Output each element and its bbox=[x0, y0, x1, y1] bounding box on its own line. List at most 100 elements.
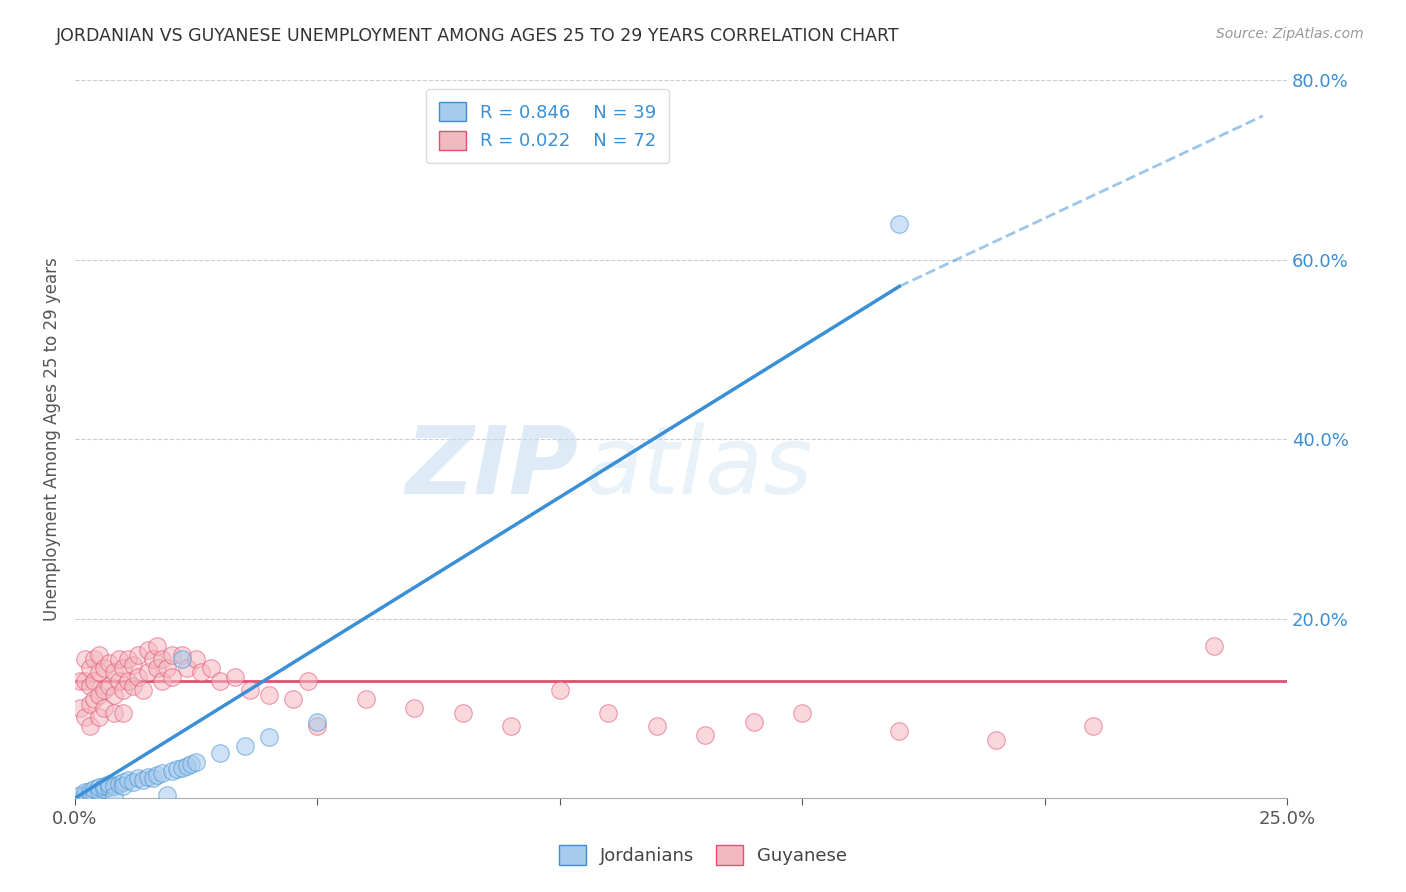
Point bbox=[142, 772, 165, 786]
Point bbox=[93, 779, 115, 793]
Point bbox=[233, 739, 256, 753]
Y-axis label: Unemployment Among Ages 25 to 29 years: Unemployment Among Ages 25 to 29 years bbox=[44, 257, 60, 621]
Point bbox=[97, 780, 120, 795]
Point bbox=[93, 661, 115, 675]
Point bbox=[79, 787, 101, 801]
Point bbox=[645, 719, 668, 733]
Point bbox=[89, 780, 111, 795]
Point bbox=[146, 768, 169, 782]
Point bbox=[122, 679, 145, 693]
Point bbox=[451, 706, 474, 720]
Point bbox=[257, 688, 280, 702]
Point bbox=[176, 759, 198, 773]
Point bbox=[89, 665, 111, 680]
Point bbox=[73, 710, 96, 724]
Point bbox=[1081, 719, 1104, 733]
Point bbox=[112, 683, 135, 698]
Point bbox=[103, 789, 125, 804]
Point bbox=[103, 688, 125, 702]
Point bbox=[69, 674, 91, 689]
Point bbox=[83, 782, 105, 797]
Point bbox=[79, 661, 101, 675]
Point bbox=[83, 786, 105, 800]
Point bbox=[103, 665, 125, 680]
Point bbox=[107, 674, 129, 689]
Point bbox=[117, 773, 139, 788]
Point bbox=[238, 683, 260, 698]
Point bbox=[79, 697, 101, 711]
Point bbox=[297, 674, 319, 689]
Point bbox=[283, 692, 305, 706]
Point bbox=[107, 652, 129, 666]
Point bbox=[150, 674, 173, 689]
Point bbox=[132, 773, 155, 788]
Point bbox=[146, 639, 169, 653]
Point bbox=[190, 665, 212, 680]
Point bbox=[83, 674, 105, 689]
Point bbox=[79, 679, 101, 693]
Point bbox=[73, 785, 96, 799]
Text: ZIP: ZIP bbox=[405, 422, 578, 514]
Point bbox=[224, 670, 246, 684]
Point bbox=[97, 679, 120, 693]
Point bbox=[146, 661, 169, 675]
Point bbox=[127, 772, 149, 786]
Point bbox=[89, 688, 111, 702]
Point bbox=[166, 763, 188, 777]
Point bbox=[150, 652, 173, 666]
Legend: Jordanians, Guyanese: Jordanians, Guyanese bbox=[551, 838, 855, 872]
Point bbox=[93, 683, 115, 698]
Point bbox=[889, 723, 911, 738]
Point bbox=[160, 648, 183, 662]
Point bbox=[73, 788, 96, 802]
Point bbox=[83, 652, 105, 666]
Point bbox=[93, 782, 115, 797]
Point bbox=[79, 719, 101, 733]
Point bbox=[160, 764, 183, 779]
Point bbox=[501, 719, 523, 733]
Point bbox=[548, 683, 571, 698]
Point bbox=[97, 657, 120, 671]
Point bbox=[73, 652, 96, 666]
Point bbox=[150, 766, 173, 780]
Point bbox=[200, 661, 222, 675]
Point bbox=[695, 728, 717, 742]
Point bbox=[889, 217, 911, 231]
Text: Source: ZipAtlas.com: Source: ZipAtlas.com bbox=[1216, 27, 1364, 41]
Point bbox=[257, 730, 280, 744]
Point bbox=[69, 701, 91, 715]
Point bbox=[170, 761, 193, 775]
Point bbox=[107, 777, 129, 791]
Point bbox=[132, 683, 155, 698]
Point bbox=[176, 661, 198, 675]
Point bbox=[792, 706, 814, 720]
Legend: R = 0.846    N = 39, R = 0.022    N = 72: R = 0.846 N = 39, R = 0.022 N = 72 bbox=[426, 89, 669, 163]
Point bbox=[170, 652, 193, 666]
Point bbox=[127, 670, 149, 684]
Point bbox=[136, 665, 159, 680]
Point bbox=[122, 775, 145, 789]
Point bbox=[1204, 639, 1226, 653]
Point bbox=[117, 674, 139, 689]
Point bbox=[160, 670, 183, 684]
Point bbox=[69, 789, 91, 803]
Text: JORDANIAN VS GUYANESE UNEMPLOYMENT AMONG AGES 25 TO 29 YEARS CORRELATION CHART: JORDANIAN VS GUYANESE UNEMPLOYMENT AMONG… bbox=[56, 27, 900, 45]
Point bbox=[156, 789, 179, 803]
Point bbox=[209, 674, 232, 689]
Point bbox=[598, 706, 620, 720]
Point bbox=[136, 770, 159, 784]
Point bbox=[136, 643, 159, 657]
Point bbox=[112, 661, 135, 675]
Text: atlas: atlas bbox=[583, 422, 813, 513]
Point bbox=[117, 652, 139, 666]
Point bbox=[73, 674, 96, 689]
Point bbox=[89, 648, 111, 662]
Point bbox=[142, 652, 165, 666]
Point bbox=[89, 784, 111, 798]
Point bbox=[112, 706, 135, 720]
Point bbox=[986, 732, 1008, 747]
Point bbox=[742, 714, 765, 729]
Point bbox=[170, 648, 193, 662]
Point bbox=[354, 692, 377, 706]
Point bbox=[404, 701, 426, 715]
